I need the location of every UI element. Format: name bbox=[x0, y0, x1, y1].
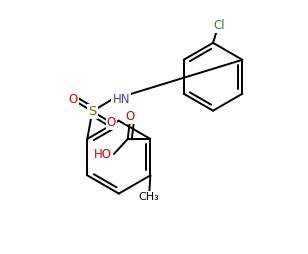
Text: HO: HO bbox=[93, 148, 111, 161]
Text: O: O bbox=[126, 110, 135, 123]
Text: CH₃: CH₃ bbox=[139, 192, 160, 202]
Text: S: S bbox=[88, 105, 96, 118]
Text: Cl: Cl bbox=[213, 19, 225, 32]
Text: O: O bbox=[69, 93, 78, 106]
Text: HN: HN bbox=[112, 93, 130, 106]
Text: O: O bbox=[107, 116, 116, 129]
